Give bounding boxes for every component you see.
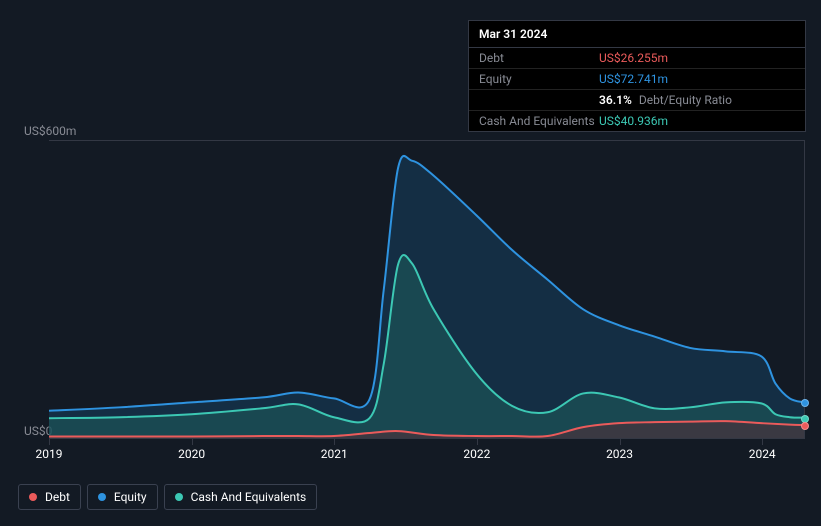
chart-plot-area[interactable] bbox=[49, 140, 805, 438]
legend-label: Equity bbox=[114, 490, 147, 504]
legend-dot-icon bbox=[29, 493, 37, 501]
legend-label: Debt bbox=[45, 490, 70, 504]
chart-container: Mar 31 2024 Debt US$26.255m Equity US$72… bbox=[0, 0, 821, 526]
chart-svg bbox=[49, 141, 804, 438]
legend-label: Cash And Equivalents bbox=[191, 490, 307, 504]
legend-item-cash-and-equivalents[interactable]: Cash And Equivalents bbox=[164, 484, 318, 510]
tooltip-row-ratio: 36.1% Debt/Equity Ratio bbox=[469, 90, 805, 111]
tooltip-value: US$26.255m bbox=[599, 51, 795, 65]
tooltip-row-cash: Cash And Equivalents US$40.936m bbox=[469, 111, 805, 131]
x-tick-label: 2019 bbox=[29, 447, 69, 461]
tooltip-value: US$40.936m bbox=[599, 114, 795, 128]
tooltip-label: Equity bbox=[479, 72, 599, 86]
x-tick-label: 2022 bbox=[457, 447, 497, 461]
x-tick-label: 2020 bbox=[172, 447, 212, 461]
tooltip-ratio-label: Debt/Equity Ratio bbox=[639, 93, 732, 107]
legend-item-equity[interactable]: Equity bbox=[87, 484, 158, 510]
tooltip-label: Debt bbox=[479, 51, 599, 65]
tooltip-label bbox=[479, 93, 599, 107]
tooltip-label: Cash And Equivalents bbox=[479, 114, 599, 128]
tooltip-row-equity: Equity US$72.741m bbox=[469, 69, 805, 90]
x-tick-label: 2024 bbox=[742, 447, 782, 461]
x-tick-label: 2021 bbox=[314, 447, 354, 461]
tooltip-value: 36.1% Debt/Equity Ratio bbox=[599, 93, 795, 107]
chart-legend: Debt Equity Cash And Equivalents bbox=[18, 484, 317, 510]
series-end-dot bbox=[801, 422, 809, 430]
tooltip-row-debt: Debt US$26.255m bbox=[469, 48, 805, 69]
legend-dot-icon bbox=[98, 493, 106, 501]
tooltip-date: Mar 31 2024 bbox=[469, 21, 805, 48]
tooltip-ratio-pct: 36.1% bbox=[599, 93, 632, 107]
y-axis-top-label: US$600m bbox=[24, 124, 76, 138]
hover-tooltip: Mar 31 2024 Debt US$26.255m Equity US$72… bbox=[468, 20, 806, 132]
tooltip-value: US$72.741m bbox=[599, 72, 795, 86]
series-end-dot bbox=[801, 399, 809, 407]
legend-item-debt[interactable]: Debt bbox=[18, 484, 81, 510]
x-tick-label: 2023 bbox=[600, 447, 640, 461]
x-axis: 201920202021202220232024 bbox=[49, 438, 805, 460]
legend-dot-icon bbox=[175, 493, 183, 501]
